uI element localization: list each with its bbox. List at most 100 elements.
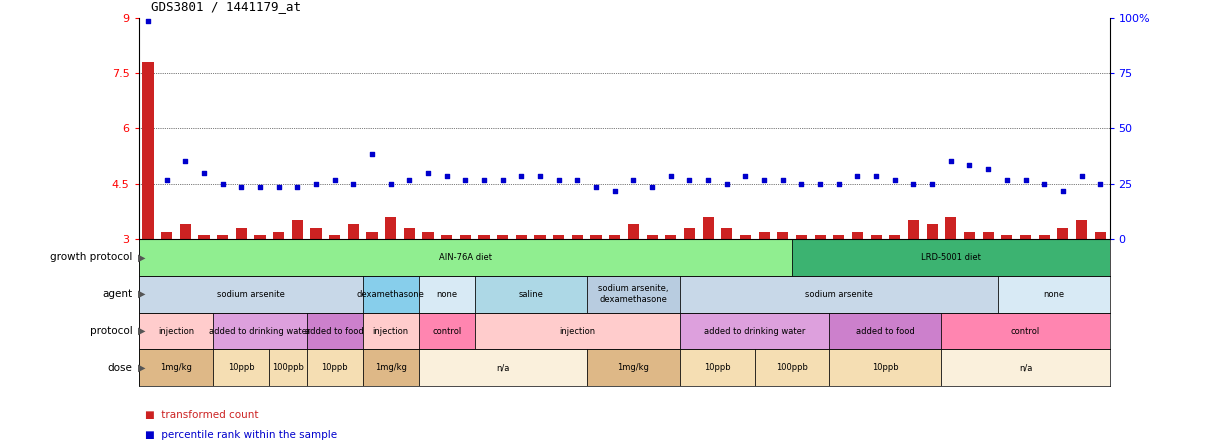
Bar: [755, 349, 830, 386]
Bar: [739, 235, 751, 239]
Bar: [1038, 235, 1049, 239]
Text: added to drinking water: added to drinking water: [704, 326, 806, 336]
Bar: [703, 217, 714, 239]
Point: [549, 176, 568, 183]
Bar: [926, 224, 938, 239]
Text: 10ppb: 10ppb: [872, 363, 898, 373]
Bar: [306, 313, 363, 349]
Text: growth protocol: growth protocol: [51, 252, 133, 262]
Point: [698, 176, 718, 183]
Bar: [306, 349, 363, 386]
Point: [643, 184, 662, 191]
Point: [326, 176, 345, 183]
Text: added to food: added to food: [305, 326, 364, 336]
Text: dexamethasone: dexamethasone: [357, 289, 425, 299]
Point: [941, 158, 960, 165]
Bar: [830, 349, 942, 386]
Bar: [1020, 235, 1031, 239]
Bar: [363, 349, 418, 386]
Point: [718, 180, 737, 187]
Text: n/a: n/a: [496, 363, 509, 373]
Bar: [1001, 235, 1013, 239]
Bar: [680, 349, 755, 386]
Bar: [199, 235, 210, 239]
Text: none: none: [437, 289, 457, 299]
Bar: [591, 235, 602, 239]
Text: 100ppb: 100ppb: [777, 363, 808, 373]
Bar: [1076, 221, 1087, 239]
Point: [755, 176, 774, 183]
Bar: [534, 235, 545, 239]
Text: dose: dose: [107, 363, 133, 373]
Text: agent: agent: [103, 289, 133, 299]
Point: [363, 151, 382, 158]
Bar: [759, 231, 769, 239]
Point: [923, 180, 942, 187]
Bar: [628, 224, 639, 239]
Point: [903, 180, 923, 187]
Text: added to drinking water: added to drinking water: [210, 326, 311, 336]
Bar: [139, 313, 213, 349]
Bar: [367, 231, 377, 239]
Text: 10ppb: 10ppb: [322, 363, 349, 373]
Bar: [964, 231, 976, 239]
Point: [213, 180, 233, 187]
Point: [624, 176, 643, 183]
Text: 10ppb: 10ppb: [704, 363, 731, 373]
Text: 1mg/kg: 1mg/kg: [375, 363, 406, 373]
Bar: [142, 62, 153, 239]
Bar: [942, 313, 1110, 349]
Point: [418, 169, 438, 176]
Bar: [684, 228, 695, 239]
Text: protocol: protocol: [90, 326, 133, 336]
Point: [773, 176, 792, 183]
Bar: [404, 228, 415, 239]
Point: [474, 176, 493, 183]
Bar: [777, 231, 789, 239]
Bar: [292, 221, 303, 239]
Bar: [459, 235, 472, 239]
Bar: [792, 239, 1110, 276]
Bar: [833, 235, 844, 239]
Point: [1035, 180, 1054, 187]
Bar: [830, 313, 942, 349]
Text: ▶: ▶: [137, 363, 145, 373]
Point: [1072, 173, 1091, 180]
Point: [269, 184, 288, 191]
Bar: [310, 228, 322, 239]
Bar: [475, 276, 587, 313]
Point: [792, 180, 812, 187]
Bar: [997, 276, 1110, 313]
Bar: [721, 228, 732, 239]
Bar: [213, 349, 269, 386]
Bar: [814, 235, 826, 239]
Bar: [236, 228, 247, 239]
Bar: [180, 224, 191, 239]
Bar: [254, 235, 265, 239]
Point: [493, 176, 513, 183]
Text: ■  percentile rank within the sample: ■ percentile rank within the sample: [145, 430, 336, 440]
Bar: [422, 231, 434, 239]
Point: [288, 184, 308, 191]
Bar: [347, 224, 359, 239]
Point: [511, 173, 531, 180]
Bar: [572, 235, 582, 239]
Text: control: control: [1011, 326, 1040, 336]
Bar: [516, 235, 527, 239]
Bar: [680, 313, 830, 349]
Text: added to food: added to food: [856, 326, 915, 336]
Bar: [479, 235, 490, 239]
Text: AIN-76A diet: AIN-76A diet: [439, 253, 492, 262]
Point: [866, 173, 885, 180]
Bar: [418, 313, 475, 349]
Text: injection: injection: [560, 326, 596, 336]
Bar: [217, 235, 228, 239]
Point: [1053, 187, 1072, 194]
Bar: [329, 235, 340, 239]
Text: 1mg/kg: 1mg/kg: [617, 363, 649, 373]
Point: [1090, 180, 1110, 187]
Bar: [946, 217, 956, 239]
Bar: [609, 235, 620, 239]
Bar: [273, 231, 285, 239]
Bar: [646, 235, 657, 239]
